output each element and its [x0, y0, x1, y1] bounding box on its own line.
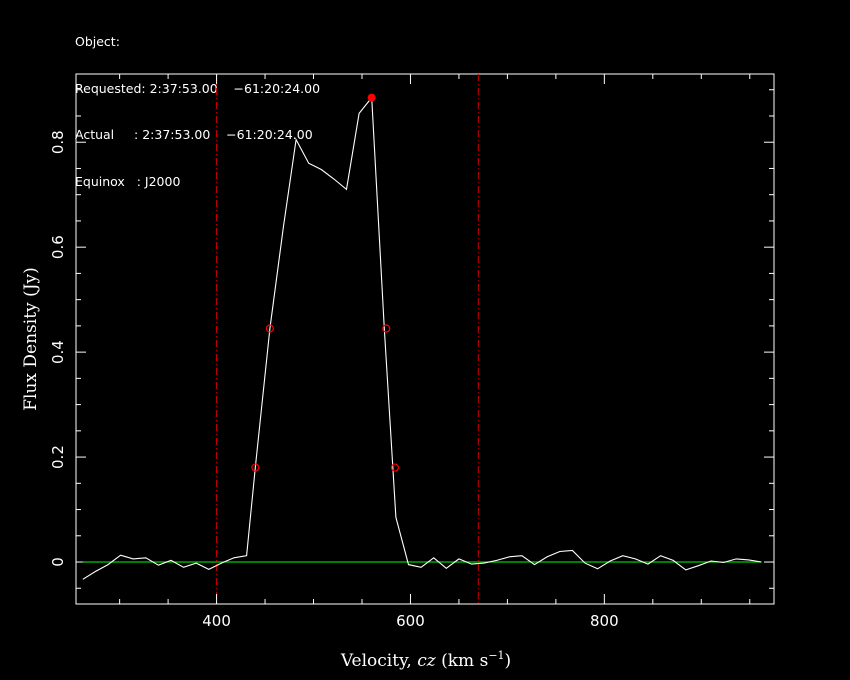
x-axis-title-unit: (km s — [436, 651, 489, 671]
axis-ticks — [76, 74, 774, 604]
x-axis-title-var: cz — [417, 651, 437, 671]
requested-coords: Requested: 2:37:53.00 −61:20:24.00 — [75, 80, 321, 96]
x-tick-label: 400 — [202, 612, 231, 630]
x-axis-title-exp: −1 — [488, 649, 504, 662]
object-header: Object: Requested: 2:37:53.00 −61:20:24.… — [75, 3, 320, 205]
y-tick-label: 0.2 — [49, 445, 67, 469]
y-tick-label: 0.8 — [49, 130, 67, 154]
x-axis-title-prefix: Velocity, — [340, 651, 417, 671]
tick-labels: 400 600 800 0 0.2 0.4 0.6 0.8 — [49, 130, 619, 630]
x-tick-label: 800 — [590, 612, 619, 630]
spectrum-line — [82, 96, 762, 580]
markers — [251, 93, 400, 472]
width-marker — [382, 324, 391, 333]
y-tick-label: 0.6 — [49, 235, 67, 259]
plot-frame — [75, 73, 775, 605]
y-tick-label: 0.4 — [49, 340, 67, 364]
y-tick-label: 0 — [49, 557, 67, 567]
y-axis-title: Flux Density (Jy) — [21, 267, 41, 411]
actual-coords: Actual : 2:37:53.00 −61:20:24.00 — [75, 127, 313, 142]
x-axis-title: Velocity, cz (km s−1) — [340, 649, 511, 671]
object-label: Object: — [75, 34, 120, 49]
x-axis-title-close: ) — [505, 651, 512, 671]
width-marker — [390, 463, 400, 472]
peak-marker — [367, 93, 376, 102]
width-marker — [265, 324, 274, 333]
width-marker — [251, 463, 260, 472]
equinox-label: Equinox : J2000 — [75, 173, 181, 189]
x-tick-label: 600 — [396, 612, 425, 630]
window-lines — [216, 74, 479, 604]
